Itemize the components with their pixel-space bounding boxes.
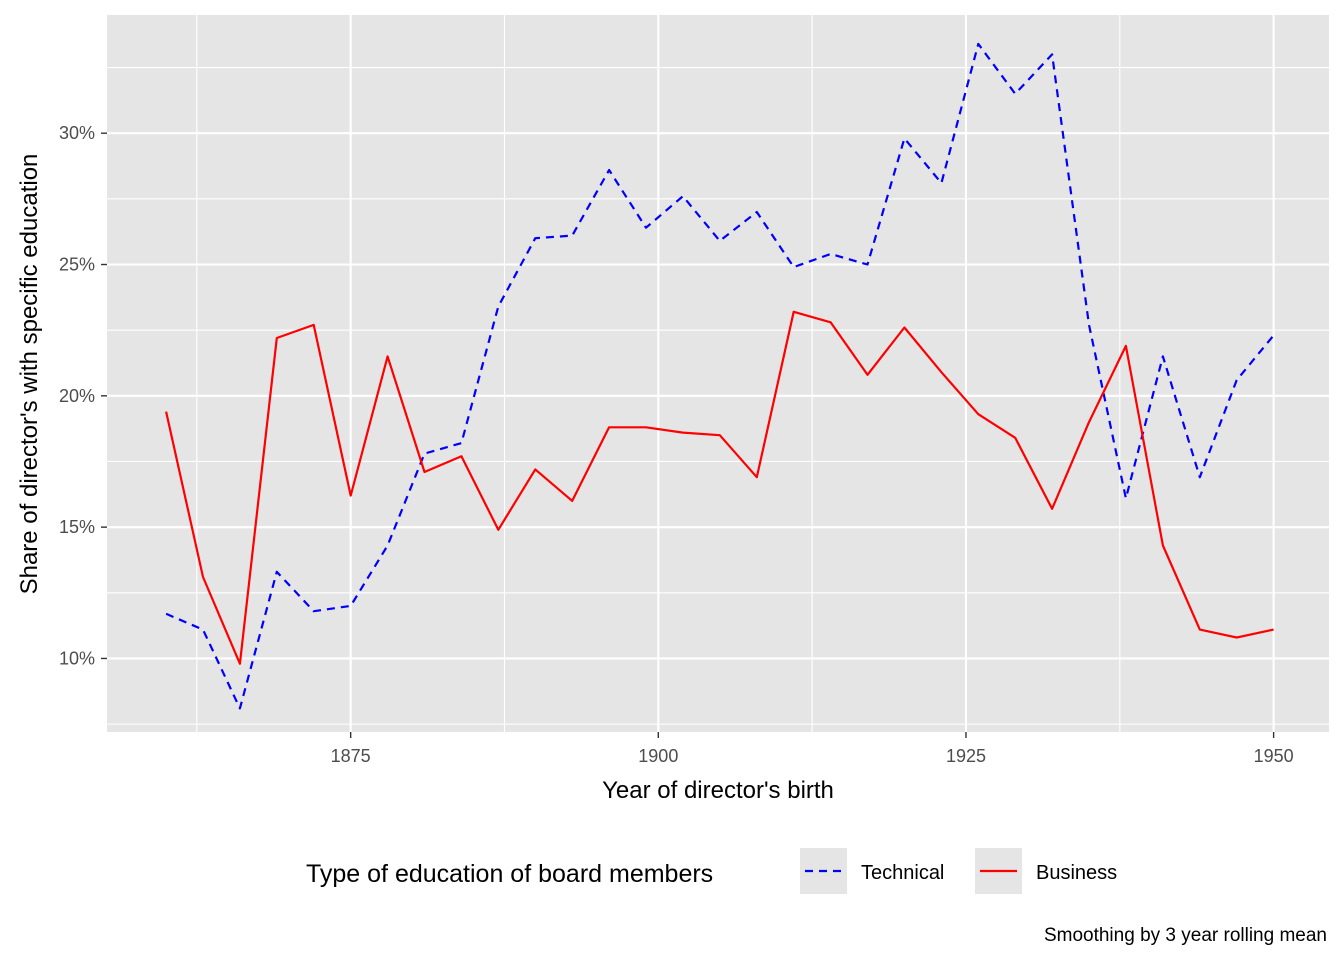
legend: Type of education of board members Techn… [306,848,1117,894]
legend-title: Type of education of board members [306,860,713,888]
y-tick-label: 30% [59,123,95,143]
legend-label-technical: Technical [861,862,944,884]
legend-label-business: Business [1036,862,1117,884]
x-tick-label: 1900 [638,746,678,766]
y-tick-label: 15% [59,517,95,537]
x-tick-label: 1875 [331,746,371,766]
x-tick-label: 1925 [946,746,986,766]
series-layer [165,42,1275,710]
x-axis: 1875 1900 1925 1950 [331,732,1294,766]
y-tick-label: 25% [59,255,95,275]
y-tick-label: 20% [59,386,95,406]
major-gridlines [107,15,1329,732]
series-line-business [165,310,1274,665]
minor-gridlines [107,15,1329,732]
y-axis-title: Share of director's with specific educat… [16,154,43,595]
y-axis: 10% 15% 20% 25% 30% [59,123,107,668]
x-axis-title: Year of director's birth [602,777,834,804]
chart-caption: Smoothing by 3 year rolling mean [1044,925,1327,946]
plot-panel [107,15,1329,732]
y-tick-label: 10% [59,648,95,668]
x-tick-label: 1950 [1254,746,1294,766]
